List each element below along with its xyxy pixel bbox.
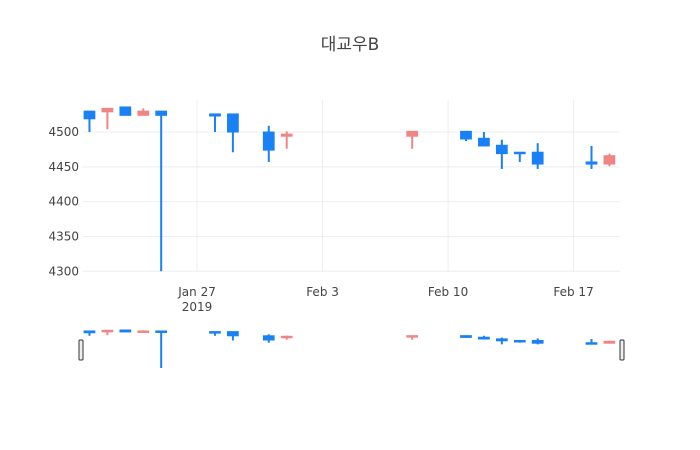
candle-body: [262, 335, 275, 341]
range-slider-handle[interactable]: [619, 339, 625, 361]
candle-body: [262, 131, 275, 151]
range-slider-handle[interactable]: [78, 339, 84, 361]
chart-title: 대교우B: [321, 35, 380, 55]
candle-body: [531, 339, 544, 344]
candle-body: [155, 110, 168, 116]
candle-body: [585, 342, 598, 345]
candle-body: [603, 155, 616, 165]
x-tick-label: Jan 27 2019: [177, 285, 216, 314]
candle-body: [137, 110, 150, 116]
candle-body: [209, 331, 221, 334]
x-tick-label: Feb 3: [306, 285, 339, 299]
candle-body: [119, 329, 132, 333]
candle-body: [478, 336, 490, 340]
candle-body: [495, 338, 508, 342]
candle-body: [603, 340, 616, 344]
candle-body: [280, 133, 293, 137]
y-tick-label: 4300: [48, 264, 79, 278]
candle-body: [585, 161, 598, 165]
candle-body: [227, 113, 239, 133]
candle-body: [280, 335, 293, 339]
y-tick-label: 4450: [48, 160, 79, 174]
candle-body: [478, 137, 490, 147]
y-tick-label: 4400: [48, 195, 79, 209]
y-tick-label: 4500: [48, 125, 79, 139]
candle-body: [495, 144, 508, 155]
candle-body: [101, 107, 114, 113]
candle-body: [227, 331, 239, 337]
candle-body: [137, 330, 150, 333]
candle-body: [101, 329, 114, 333]
range-slider: [83, 328, 620, 370]
candle-body: [209, 113, 221, 117]
candle-body: [83, 330, 96, 334]
candle-body: [83, 110, 96, 120]
candle-body: [460, 335, 472, 338]
candle-body: [406, 335, 419, 338]
candle-body: [513, 339, 526, 343]
candle-body: [406, 130, 419, 137]
x-tick-label: Feb 17: [553, 285, 593, 299]
candle-body: [119, 106, 132, 116]
candle-body: [513, 151, 526, 155]
candle-body: [155, 330, 168, 333]
candle-body: [460, 130, 472, 140]
x-tick-label: Feb 10: [428, 285, 468, 299]
candle-body: [531, 151, 544, 165]
y-tick-label: 4350: [48, 229, 79, 243]
